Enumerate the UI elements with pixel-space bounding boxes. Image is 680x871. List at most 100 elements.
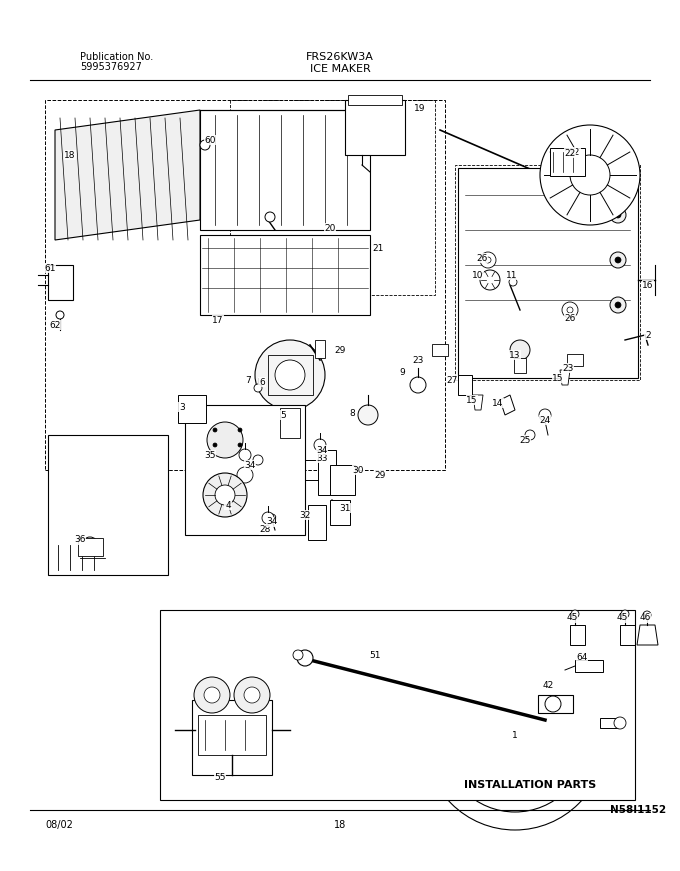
Text: 26: 26 xyxy=(476,253,488,262)
Bar xyxy=(345,100,405,155)
Bar xyxy=(330,465,355,495)
Text: 10: 10 xyxy=(472,271,483,280)
Circle shape xyxy=(615,302,621,308)
Circle shape xyxy=(275,360,305,390)
Polygon shape xyxy=(473,395,483,410)
Circle shape xyxy=(203,473,247,517)
Text: FRS26KW3A: FRS26KW3A xyxy=(306,52,374,62)
Circle shape xyxy=(480,252,496,268)
Circle shape xyxy=(253,455,263,465)
Circle shape xyxy=(215,485,235,505)
Text: 12: 12 xyxy=(569,147,581,157)
Text: 45: 45 xyxy=(616,613,628,623)
Bar xyxy=(198,715,266,755)
Circle shape xyxy=(509,278,517,286)
Text: 19: 19 xyxy=(414,104,426,112)
Text: 2: 2 xyxy=(645,330,651,340)
Text: 18: 18 xyxy=(64,151,75,159)
Text: 31: 31 xyxy=(339,503,351,512)
Text: 16: 16 xyxy=(642,280,653,289)
Bar xyxy=(78,538,103,556)
Text: 27: 27 xyxy=(446,375,458,384)
Circle shape xyxy=(255,340,325,410)
Text: 23: 23 xyxy=(562,363,574,373)
Circle shape xyxy=(643,611,651,619)
Circle shape xyxy=(213,428,217,432)
Text: 20: 20 xyxy=(324,224,336,233)
Text: 30: 30 xyxy=(352,465,364,475)
Bar xyxy=(567,354,583,366)
Circle shape xyxy=(314,439,326,451)
Text: 60: 60 xyxy=(204,136,216,145)
Circle shape xyxy=(570,155,610,195)
Text: 18: 18 xyxy=(334,820,346,830)
Text: 61: 61 xyxy=(44,264,56,273)
Text: 1: 1 xyxy=(512,731,518,739)
Circle shape xyxy=(358,405,378,425)
Circle shape xyxy=(237,467,253,483)
Text: 3: 3 xyxy=(179,402,185,411)
Text: 08/02: 08/02 xyxy=(45,820,73,830)
Circle shape xyxy=(510,340,530,360)
Circle shape xyxy=(525,430,535,440)
Bar xyxy=(550,148,585,176)
Circle shape xyxy=(265,212,275,222)
Circle shape xyxy=(615,212,621,218)
Text: 9: 9 xyxy=(399,368,405,376)
Circle shape xyxy=(244,687,260,703)
Bar xyxy=(308,505,326,540)
Text: 7: 7 xyxy=(245,375,251,384)
Bar xyxy=(315,340,325,358)
Text: 33: 33 xyxy=(316,454,328,463)
Bar xyxy=(575,660,603,672)
Circle shape xyxy=(539,409,551,421)
Circle shape xyxy=(194,677,230,713)
Text: 45: 45 xyxy=(566,613,578,623)
Circle shape xyxy=(621,610,629,618)
Text: 36: 36 xyxy=(74,536,86,544)
Bar xyxy=(330,500,350,525)
Circle shape xyxy=(234,677,270,713)
Circle shape xyxy=(540,125,640,225)
Text: 29: 29 xyxy=(374,470,386,480)
Text: 46: 46 xyxy=(639,613,651,623)
Text: N58I1152: N58I1152 xyxy=(610,805,666,815)
Text: 4: 4 xyxy=(225,501,231,510)
Circle shape xyxy=(610,252,626,268)
Text: 15: 15 xyxy=(466,395,478,404)
Circle shape xyxy=(545,696,561,712)
Bar xyxy=(160,610,635,800)
Bar xyxy=(185,405,305,535)
Bar xyxy=(192,700,272,775)
Text: 6: 6 xyxy=(259,377,265,387)
Text: 14: 14 xyxy=(492,399,504,408)
Circle shape xyxy=(239,449,251,461)
Circle shape xyxy=(410,377,426,393)
Bar xyxy=(178,395,206,423)
Circle shape xyxy=(207,422,243,458)
Bar xyxy=(538,695,573,713)
Polygon shape xyxy=(560,370,570,385)
Polygon shape xyxy=(200,110,370,230)
Text: 35: 35 xyxy=(204,450,216,460)
Circle shape xyxy=(254,384,262,392)
Text: 15: 15 xyxy=(552,374,564,382)
Bar xyxy=(48,265,73,300)
Circle shape xyxy=(610,207,626,223)
Text: Publication No.: Publication No. xyxy=(80,52,153,62)
Text: 34: 34 xyxy=(316,445,328,455)
Bar xyxy=(458,375,472,395)
Text: 32: 32 xyxy=(299,510,311,519)
Text: 11: 11 xyxy=(506,271,517,280)
Text: 64: 64 xyxy=(577,653,588,663)
Bar xyxy=(280,408,300,438)
Circle shape xyxy=(213,443,217,447)
Circle shape xyxy=(238,428,242,432)
Bar xyxy=(432,344,448,356)
Bar xyxy=(48,435,168,575)
Text: 8: 8 xyxy=(349,408,355,417)
Text: INSTALLATION PARTS: INSTALLATION PARTS xyxy=(464,780,596,790)
Bar xyxy=(200,235,370,315)
Text: 34: 34 xyxy=(244,461,256,469)
Circle shape xyxy=(262,512,274,524)
